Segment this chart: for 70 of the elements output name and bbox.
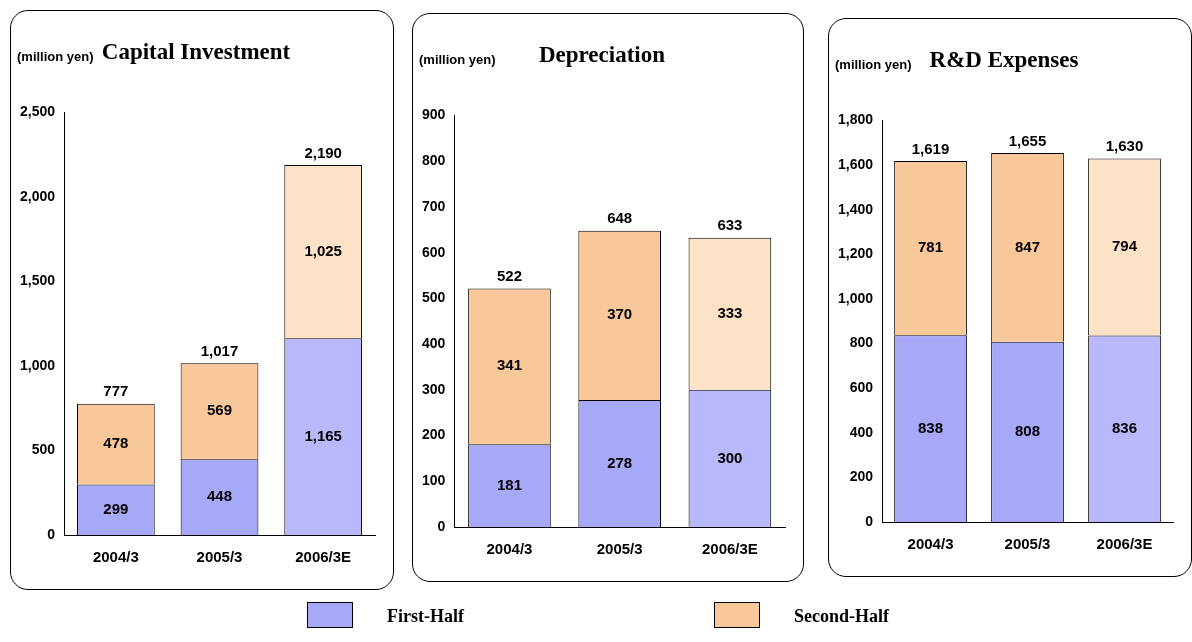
data-label: 838 (918, 418, 944, 436)
data-label: 781 (918, 238, 944, 256)
data-label: 847 (1015, 237, 1041, 255)
y-tick-label: 1,200 (837, 245, 874, 262)
y-tick-label: 800 (849, 334, 874, 351)
y-tick-label: 0 (437, 517, 446, 534)
x-tick-label: 2004/3 (486, 540, 533, 558)
total-label: 1,655 (1008, 131, 1047, 149)
y-tick-label: 400 (422, 335, 446, 352)
x-tick-label: 2004/3 (907, 535, 954, 553)
data-label: 794 (1111, 237, 1138, 255)
y-tick-label: 200 (849, 468, 874, 485)
total-label: 522 (496, 267, 522, 285)
legend-label: Second-Half (793, 606, 889, 627)
data-label: 341 (496, 356, 522, 374)
y-tick-label: 1,000 (19, 356, 56, 373)
y-axis-title: (million yen) (17, 49, 94, 65)
y-tick-label: 800 (422, 152, 446, 169)
x-tick-label: 2004/3 (92, 548, 139, 566)
total-label: 1,630 (1105, 137, 1144, 155)
y-tick-label: 400 (849, 423, 874, 440)
data-label: 370 (607, 305, 633, 323)
y-tick-label: 200 (422, 426, 446, 443)
total-label: 648 (607, 209, 633, 227)
data-label: 333 (717, 303, 743, 321)
total-label: 1,017 (200, 341, 239, 359)
y-tick-label: 500 (31, 441, 56, 458)
y-tick-label: 700 (422, 197, 446, 214)
y-axis-title: (million yen) (835, 57, 912, 73)
data-label: 278 (607, 453, 633, 471)
x-tick-label: 2006/3E (1096, 535, 1153, 553)
y-tick-label: 300 (422, 380, 446, 397)
data-label: 1,025 (304, 241, 342, 259)
data-label: 181 (496, 475, 522, 493)
total-label: 2,190 (304, 143, 342, 161)
y-tick-label: 1,000 (837, 289, 874, 306)
y-tick-label: 1,500 (19, 272, 56, 289)
y-tick-label: 900 (422, 106, 446, 123)
y-axis-title: (million yen) (419, 52, 496, 68)
y-tick-label: 2,000 (19, 187, 56, 204)
chart-title: Depreciation (538, 41, 666, 67)
x-tick-label: 2005/3 (1004, 535, 1051, 553)
data-label: 808 (1015, 422, 1041, 440)
total-label: 777 (103, 382, 129, 400)
y-tick-label: 600 (849, 379, 874, 396)
data-label: 300 (717, 448, 743, 466)
data-label: 569 (207, 401, 233, 419)
chart-title: Capital Investment (101, 38, 291, 64)
x-tick-label: 2005/3 (596, 540, 643, 558)
y-tick-label: 100 (422, 472, 446, 489)
data-label: 836 (1111, 418, 1138, 436)
data-label: 448 (207, 487, 233, 505)
y-tick-label: 600 (422, 243, 446, 260)
y-tick-label: 2,500 (19, 103, 56, 120)
total-label: 633 (717, 216, 743, 234)
x-tick-label: 2005/3 (196, 548, 243, 566)
x-tick-label: 2006/3E (701, 540, 758, 558)
y-tick-label: 0 (47, 525, 56, 542)
y-tick-label: 500 (422, 289, 446, 306)
y-tick-label: 1,800 (837, 111, 874, 128)
data-label: 299 (103, 499, 129, 517)
y-tick-label: 1,400 (837, 200, 874, 217)
total-label: 1,619 (911, 139, 950, 157)
x-tick-label: 2006/3E (295, 548, 352, 566)
legend-label: First-Half (387, 606, 464, 627)
data-label: 1,165 (304, 426, 342, 444)
y-tick-label: 1,600 (837, 156, 874, 173)
data-label: 478 (103, 434, 129, 452)
chart-title: R&D Expenses (929, 46, 1079, 72)
y-tick-label: 0 (865, 512, 874, 529)
